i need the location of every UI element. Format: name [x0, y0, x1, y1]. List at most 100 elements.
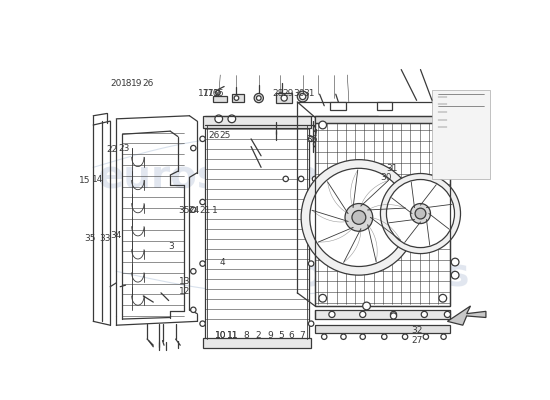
Bar: [277, 93, 292, 104]
Text: 29: 29: [283, 89, 294, 98]
Circle shape: [360, 334, 365, 340]
Circle shape: [451, 258, 459, 266]
Bar: [315, 310, 450, 319]
Text: 24: 24: [188, 206, 200, 215]
Circle shape: [415, 208, 426, 219]
Text: 17: 17: [198, 89, 210, 98]
Circle shape: [200, 136, 205, 142]
Circle shape: [310, 168, 408, 266]
Text: 10: 10: [214, 332, 226, 340]
Circle shape: [200, 321, 205, 326]
Bar: [315, 325, 450, 333]
Circle shape: [326, 176, 331, 182]
Circle shape: [301, 160, 417, 275]
Circle shape: [281, 95, 287, 101]
Text: 7: 7: [299, 332, 305, 340]
Bar: [331, 102, 346, 110]
Text: 27: 27: [412, 336, 423, 345]
Circle shape: [309, 136, 314, 142]
Bar: [213, 96, 227, 102]
Circle shape: [341, 334, 346, 340]
Circle shape: [439, 294, 447, 302]
Text: 3: 3: [168, 242, 174, 251]
Circle shape: [309, 261, 314, 266]
Circle shape: [314, 141, 320, 147]
Text: 16: 16: [208, 89, 220, 98]
Text: 35: 35: [85, 234, 96, 244]
Circle shape: [390, 313, 397, 319]
Text: 35: 35: [178, 206, 189, 215]
Bar: [202, 116, 311, 128]
Circle shape: [403, 334, 408, 340]
Circle shape: [309, 321, 314, 326]
Text: eurospares: eurospares: [97, 158, 343, 196]
Circle shape: [382, 334, 387, 340]
Text: 5: 5: [278, 332, 284, 340]
Text: 6: 6: [289, 332, 294, 340]
Circle shape: [360, 311, 366, 318]
Circle shape: [410, 204, 431, 224]
Polygon shape: [448, 306, 486, 325]
Text: 4: 4: [220, 258, 225, 268]
Circle shape: [215, 115, 223, 123]
Circle shape: [319, 294, 327, 302]
Circle shape: [200, 261, 205, 266]
Text: 26: 26: [143, 79, 154, 88]
Text: 18: 18: [120, 79, 132, 88]
Text: 26: 26: [208, 131, 220, 140]
Circle shape: [300, 94, 306, 100]
Text: 21: 21: [199, 206, 211, 215]
Circle shape: [297, 91, 308, 102]
Circle shape: [451, 271, 459, 279]
Circle shape: [283, 176, 288, 182]
Text: 15: 15: [79, 176, 91, 185]
Text: 16: 16: [213, 89, 225, 98]
Text: 30: 30: [380, 173, 392, 182]
Text: 31: 31: [386, 164, 398, 173]
Text: 2: 2: [256, 332, 261, 340]
Circle shape: [191, 307, 196, 312]
Text: 10: 10: [214, 332, 226, 340]
Circle shape: [191, 146, 196, 151]
Bar: [202, 338, 311, 348]
Circle shape: [200, 199, 205, 205]
Circle shape: [319, 121, 327, 129]
Circle shape: [363, 302, 371, 310]
Bar: [315, 117, 450, 306]
Bar: [432, 90, 490, 179]
Circle shape: [421, 311, 427, 318]
Text: 19: 19: [131, 79, 143, 88]
Text: 22: 22: [106, 145, 117, 154]
Bar: [315, 116, 450, 124]
Circle shape: [312, 176, 318, 182]
Circle shape: [345, 204, 373, 231]
Circle shape: [216, 90, 220, 95]
Bar: [205, 125, 309, 339]
Bar: [232, 94, 244, 102]
Circle shape: [352, 210, 366, 224]
Text: 28: 28: [273, 89, 284, 98]
Text: 33: 33: [99, 234, 111, 243]
Text: 17: 17: [204, 89, 215, 98]
Circle shape: [191, 269, 196, 274]
Circle shape: [423, 334, 428, 340]
Text: 36: 36: [306, 135, 318, 144]
Circle shape: [256, 96, 261, 100]
Circle shape: [234, 96, 239, 100]
Text: 8: 8: [243, 332, 249, 340]
Circle shape: [309, 199, 314, 205]
Circle shape: [441, 334, 446, 340]
Circle shape: [387, 180, 454, 248]
Text: 11: 11: [227, 332, 239, 340]
Circle shape: [254, 94, 263, 103]
Circle shape: [439, 121, 447, 129]
Text: 9: 9: [267, 332, 273, 340]
Circle shape: [444, 311, 450, 318]
Text: 20: 20: [110, 79, 122, 88]
Bar: [315, 117, 450, 306]
Text: 14: 14: [92, 175, 103, 184]
Text: 34: 34: [110, 231, 122, 240]
Circle shape: [314, 126, 320, 132]
Bar: [377, 102, 392, 110]
Text: 25: 25: [219, 131, 230, 140]
